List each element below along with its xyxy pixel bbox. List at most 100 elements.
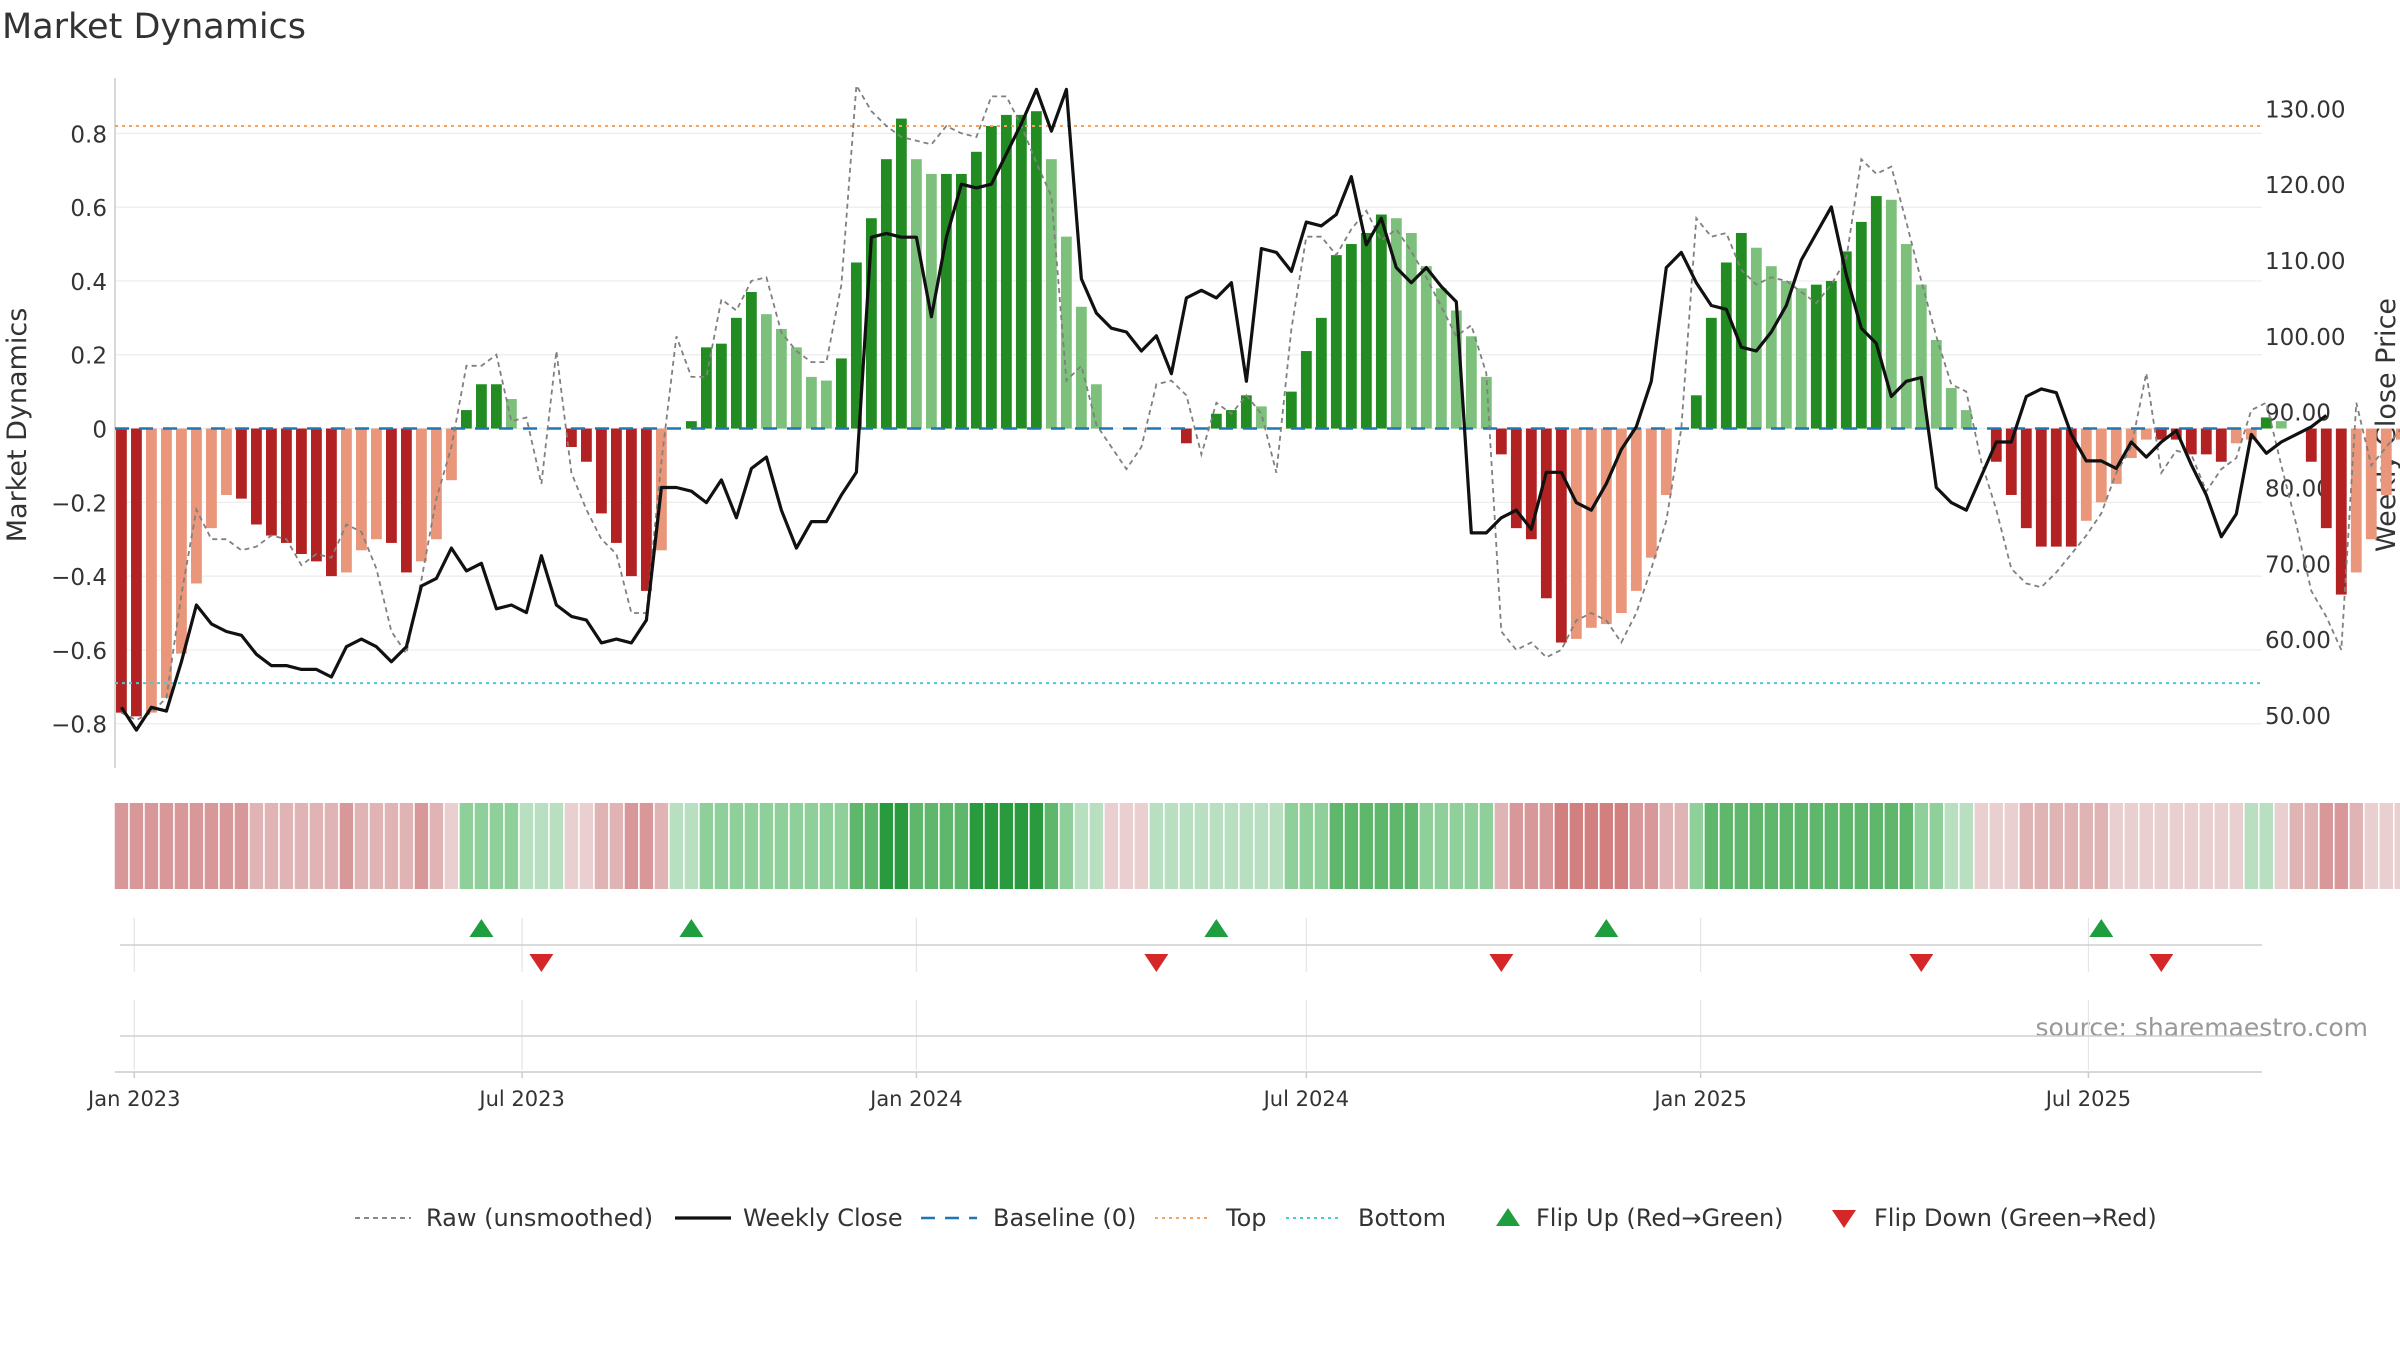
regime-band-cell [819,803,834,889]
dynamics-bar [1645,428,1657,558]
regime-band-cell [2184,803,2198,889]
dynamics-bar [1285,391,1297,429]
regime-band-cell [1119,803,1134,889]
legend-item: Top [1155,1204,1267,1232]
flip-down-marker [529,954,554,972]
regime-band-cell [1839,803,1854,889]
regime-band-cell [639,803,654,889]
regime-band-cell [1239,803,1254,889]
dynamics-bar [850,262,862,429]
regime-band-cell [2244,803,2258,889]
regime-band-cell [369,803,384,889]
regime-band-cell [1824,803,1839,889]
regime-band-cell [1224,803,1239,889]
dynamics-bar [2230,428,2242,444]
dynamics-bar [1765,266,1777,429]
regime-band-cell [1764,803,1779,889]
dynamics-bar [835,358,847,429]
regime-band-cell [1434,803,1449,889]
y-axis-label: Market Dynamics [2,308,33,543]
regime-band-cell [1644,803,1659,889]
regime-band-cell [1209,803,1224,889]
dynamics-bar [1330,255,1342,429]
dynamics-bar [1960,410,1972,429]
regime-band-cell [1089,803,1104,889]
regime-band-cell [564,803,579,889]
regime-band-cell [1029,803,1044,889]
dynamics-bar [1600,428,1612,625]
dynamics-bar [2050,428,2062,547]
regime-band-cell [1314,803,1329,889]
dynamics-bar [1735,232,1747,429]
regime-band-cell [414,803,429,889]
dynamics-bar [1570,428,1582,639]
regime-band-cell [2319,803,2333,889]
dynamics-bar [341,428,352,573]
dynamics-bar [416,428,427,562]
dynamics-bar [1255,406,1267,429]
regime-band-cell [279,803,294,889]
dynamics-bar [1480,376,1492,429]
regime-band-cell [1359,803,1374,889]
regime-band-cell [699,803,714,889]
dynamics-bar [191,428,202,584]
regime-band-cell [1269,803,1284,889]
y2-tick-label: 80.00 [2265,476,2331,502]
regime-band-cell [249,803,264,889]
dynamics-bar [1825,280,1837,429]
regime-band-cell [2214,803,2228,889]
dynamics-bar [1495,428,1507,455]
dynamics-bar [1240,395,1252,429]
legend-label: Raw (unsmoothed) [426,1204,653,1232]
regime-band-cell [1044,803,1059,889]
dynamics-bar [1705,317,1717,429]
regime-band-cell [1524,803,1539,889]
dynamics-bar [1465,336,1477,429]
dynamics-bar [1525,428,1537,540]
dynamics-bar [161,428,172,698]
legend-item: Flip Up (Red→Green) [1496,1204,1784,1232]
flip-up-marker [469,919,494,937]
regime-band-cell [1179,803,1194,889]
raw-line [121,82,2400,722]
regime-band-cell [1794,803,1809,889]
dynamics-bar [925,173,937,429]
regime-band-cell [1419,803,1434,889]
regime-band-cell [189,803,204,889]
regime-band-cell [789,803,804,889]
regime-band-cell [774,803,789,889]
regime-band-cell [474,803,489,889]
regime-band-cell [1734,803,1749,889]
regime-band-cell [1614,803,1629,889]
legend-label: Flip Down (Green→Red) [1874,1204,2157,1232]
dynamics-bar [730,317,742,429]
regime-band-cell [909,803,924,889]
dynamics-bar [266,428,277,536]
regime-band-cell [324,803,339,889]
dynamics-bar [1435,288,1447,429]
regime-band-cell [1659,803,1674,889]
regime-band-cell [444,803,459,889]
chart-title: Market Dynamics [2,7,306,47]
regime-band-cell [1869,803,1884,889]
regime-band-cell [2109,803,2123,889]
legend: Raw (unsmoothed) Weekly Close Baseline (0)… [355,1204,2157,1232]
dynamics-bar [1720,262,1732,429]
regime-band-cell [2019,803,2034,889]
regime-band-cell [1194,803,1209,889]
regime-band-cell [174,803,189,889]
regime-band-cell [2364,803,2378,889]
dynamics-bar [251,428,262,525]
flip-down-marker [1489,954,1514,972]
regime-band-cell [1284,803,1299,889]
dynamics-bar [2140,428,2152,440]
dynamics-bar [1840,251,1852,429]
regime-band-cell [1629,803,1644,889]
y2-tick-label: 90.00 [2265,401,2331,427]
flip-down-marker [2149,954,2174,972]
dynamics-bar [1375,214,1387,429]
regime-band-cell [1599,803,1614,889]
y2-tick-label: 130.00 [2265,97,2345,123]
flip-up-marker [679,919,704,937]
y-tick-label: 0.6 [70,196,107,222]
